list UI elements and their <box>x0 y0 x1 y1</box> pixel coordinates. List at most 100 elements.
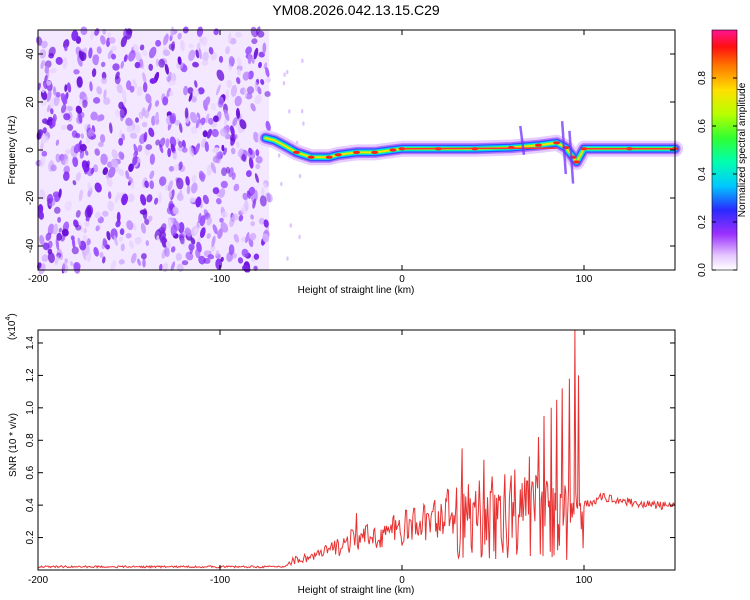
noise-speckle <box>162 33 169 46</box>
noise-speckle <box>140 222 146 234</box>
noise-speckle <box>55 153 61 163</box>
noise-speckle <box>53 94 60 107</box>
ridge-hotspot <box>553 141 561 145</box>
noise-speckle <box>236 68 241 76</box>
noise-speckle <box>228 244 235 256</box>
noise-speckle <box>171 72 177 82</box>
snr-y-axis-label: SNR (10 * v/v) <box>8 413 19 477</box>
noise-speckle <box>242 71 250 81</box>
noise-speckle <box>298 173 302 179</box>
noise-speckle <box>174 119 181 126</box>
noise-speckle <box>215 152 221 164</box>
noise-speckle <box>172 151 177 160</box>
noise-speckle <box>253 189 258 201</box>
noise-speckle <box>212 147 220 153</box>
ridge-hotspot <box>307 155 315 159</box>
noise-speckle <box>199 227 206 238</box>
noise-speckle <box>69 261 74 267</box>
noise-speckle <box>118 168 124 177</box>
noise-speckle <box>155 58 159 67</box>
noise-speckle <box>241 153 247 162</box>
noise-speckle <box>212 224 218 235</box>
noise-speckle <box>198 255 206 265</box>
noise-speckle <box>186 185 191 195</box>
noise-speckle <box>233 134 238 140</box>
noise-speckle <box>100 61 106 68</box>
noise-speckle <box>259 195 267 207</box>
noise-speckle <box>250 103 256 112</box>
noise-speckle <box>206 128 212 139</box>
noise-speckle <box>255 149 260 157</box>
noise-speckle <box>50 164 57 172</box>
noise-speckle <box>79 143 87 152</box>
noise-speckle <box>197 87 205 95</box>
noise-speckle <box>265 192 273 203</box>
noise-speckle <box>168 166 175 172</box>
noise-speckle <box>105 244 111 250</box>
noise-speckle <box>189 111 198 124</box>
noise-speckle <box>218 55 224 63</box>
colorbar-tick-label: 0.8 <box>697 71 708 85</box>
noise-speckle <box>116 83 123 94</box>
noise-speckle <box>106 230 111 241</box>
noise-speckle <box>55 91 61 98</box>
noise-speckle <box>190 237 196 245</box>
noise-speckle <box>75 105 83 114</box>
snr-scale-exponent: 4 <box>5 317 12 321</box>
noise-speckle <box>187 87 194 95</box>
noise-speckle <box>199 35 204 44</box>
noise-speckle <box>230 84 238 97</box>
noise-speckle <box>73 69 80 75</box>
noise-speckle <box>125 232 132 239</box>
noise-speckle <box>47 240 53 249</box>
noise-speckle <box>40 60 45 69</box>
noise-speckle <box>301 58 304 63</box>
noise-region <box>35 26 305 275</box>
noise-speckle <box>181 147 188 153</box>
noise-speckle <box>235 77 241 85</box>
noise-speckle <box>109 122 113 134</box>
noise-speckle <box>148 63 154 71</box>
noise-speckle <box>200 117 206 126</box>
noise-speckle <box>101 77 108 84</box>
noise-speckle <box>245 170 252 178</box>
noise-speckle <box>253 47 259 60</box>
noise-speckle <box>289 223 292 228</box>
noise-speckle <box>239 119 247 130</box>
colorbar-tick-label: 0.2 <box>697 215 708 229</box>
noise-speckle <box>123 54 128 63</box>
noise-speckle <box>262 233 270 243</box>
noise-speckle <box>247 148 256 160</box>
noise-speckle <box>66 124 74 131</box>
noise-speckle <box>219 128 228 137</box>
noise-speckle <box>254 173 259 184</box>
noise-speckle <box>231 172 236 180</box>
noise-speckle <box>39 156 46 168</box>
noise-speckle <box>184 227 192 237</box>
noise-speckle <box>196 112 201 119</box>
noise-speckle <box>44 65 50 74</box>
noise-speckle <box>220 256 224 262</box>
noise-speckle <box>60 103 67 114</box>
noise-speckle <box>142 72 147 84</box>
noise-speckle <box>94 148 100 156</box>
spectral-ridge <box>257 121 683 184</box>
x-tick-label: 100 <box>576 274 593 285</box>
noise-speckle <box>190 126 198 134</box>
noise-speckle <box>211 235 216 248</box>
x-tick-label: -200 <box>28 274 48 285</box>
noise-speckle <box>170 224 177 237</box>
noise-speckle <box>141 50 148 56</box>
noise-speckle <box>64 45 68 52</box>
noise-speckle <box>160 223 167 233</box>
noise-speckle <box>82 99 88 108</box>
noise-speckle <box>167 180 173 192</box>
y-tick-label: 0.2 <box>25 530 36 544</box>
noise-speckle <box>38 204 44 214</box>
noise-speckle <box>201 59 208 66</box>
noise-speckle <box>178 122 183 133</box>
noise-speckle <box>110 45 117 52</box>
noise-speckle <box>216 84 221 96</box>
noise-speckle <box>63 113 71 121</box>
noise-speckle <box>149 170 155 180</box>
